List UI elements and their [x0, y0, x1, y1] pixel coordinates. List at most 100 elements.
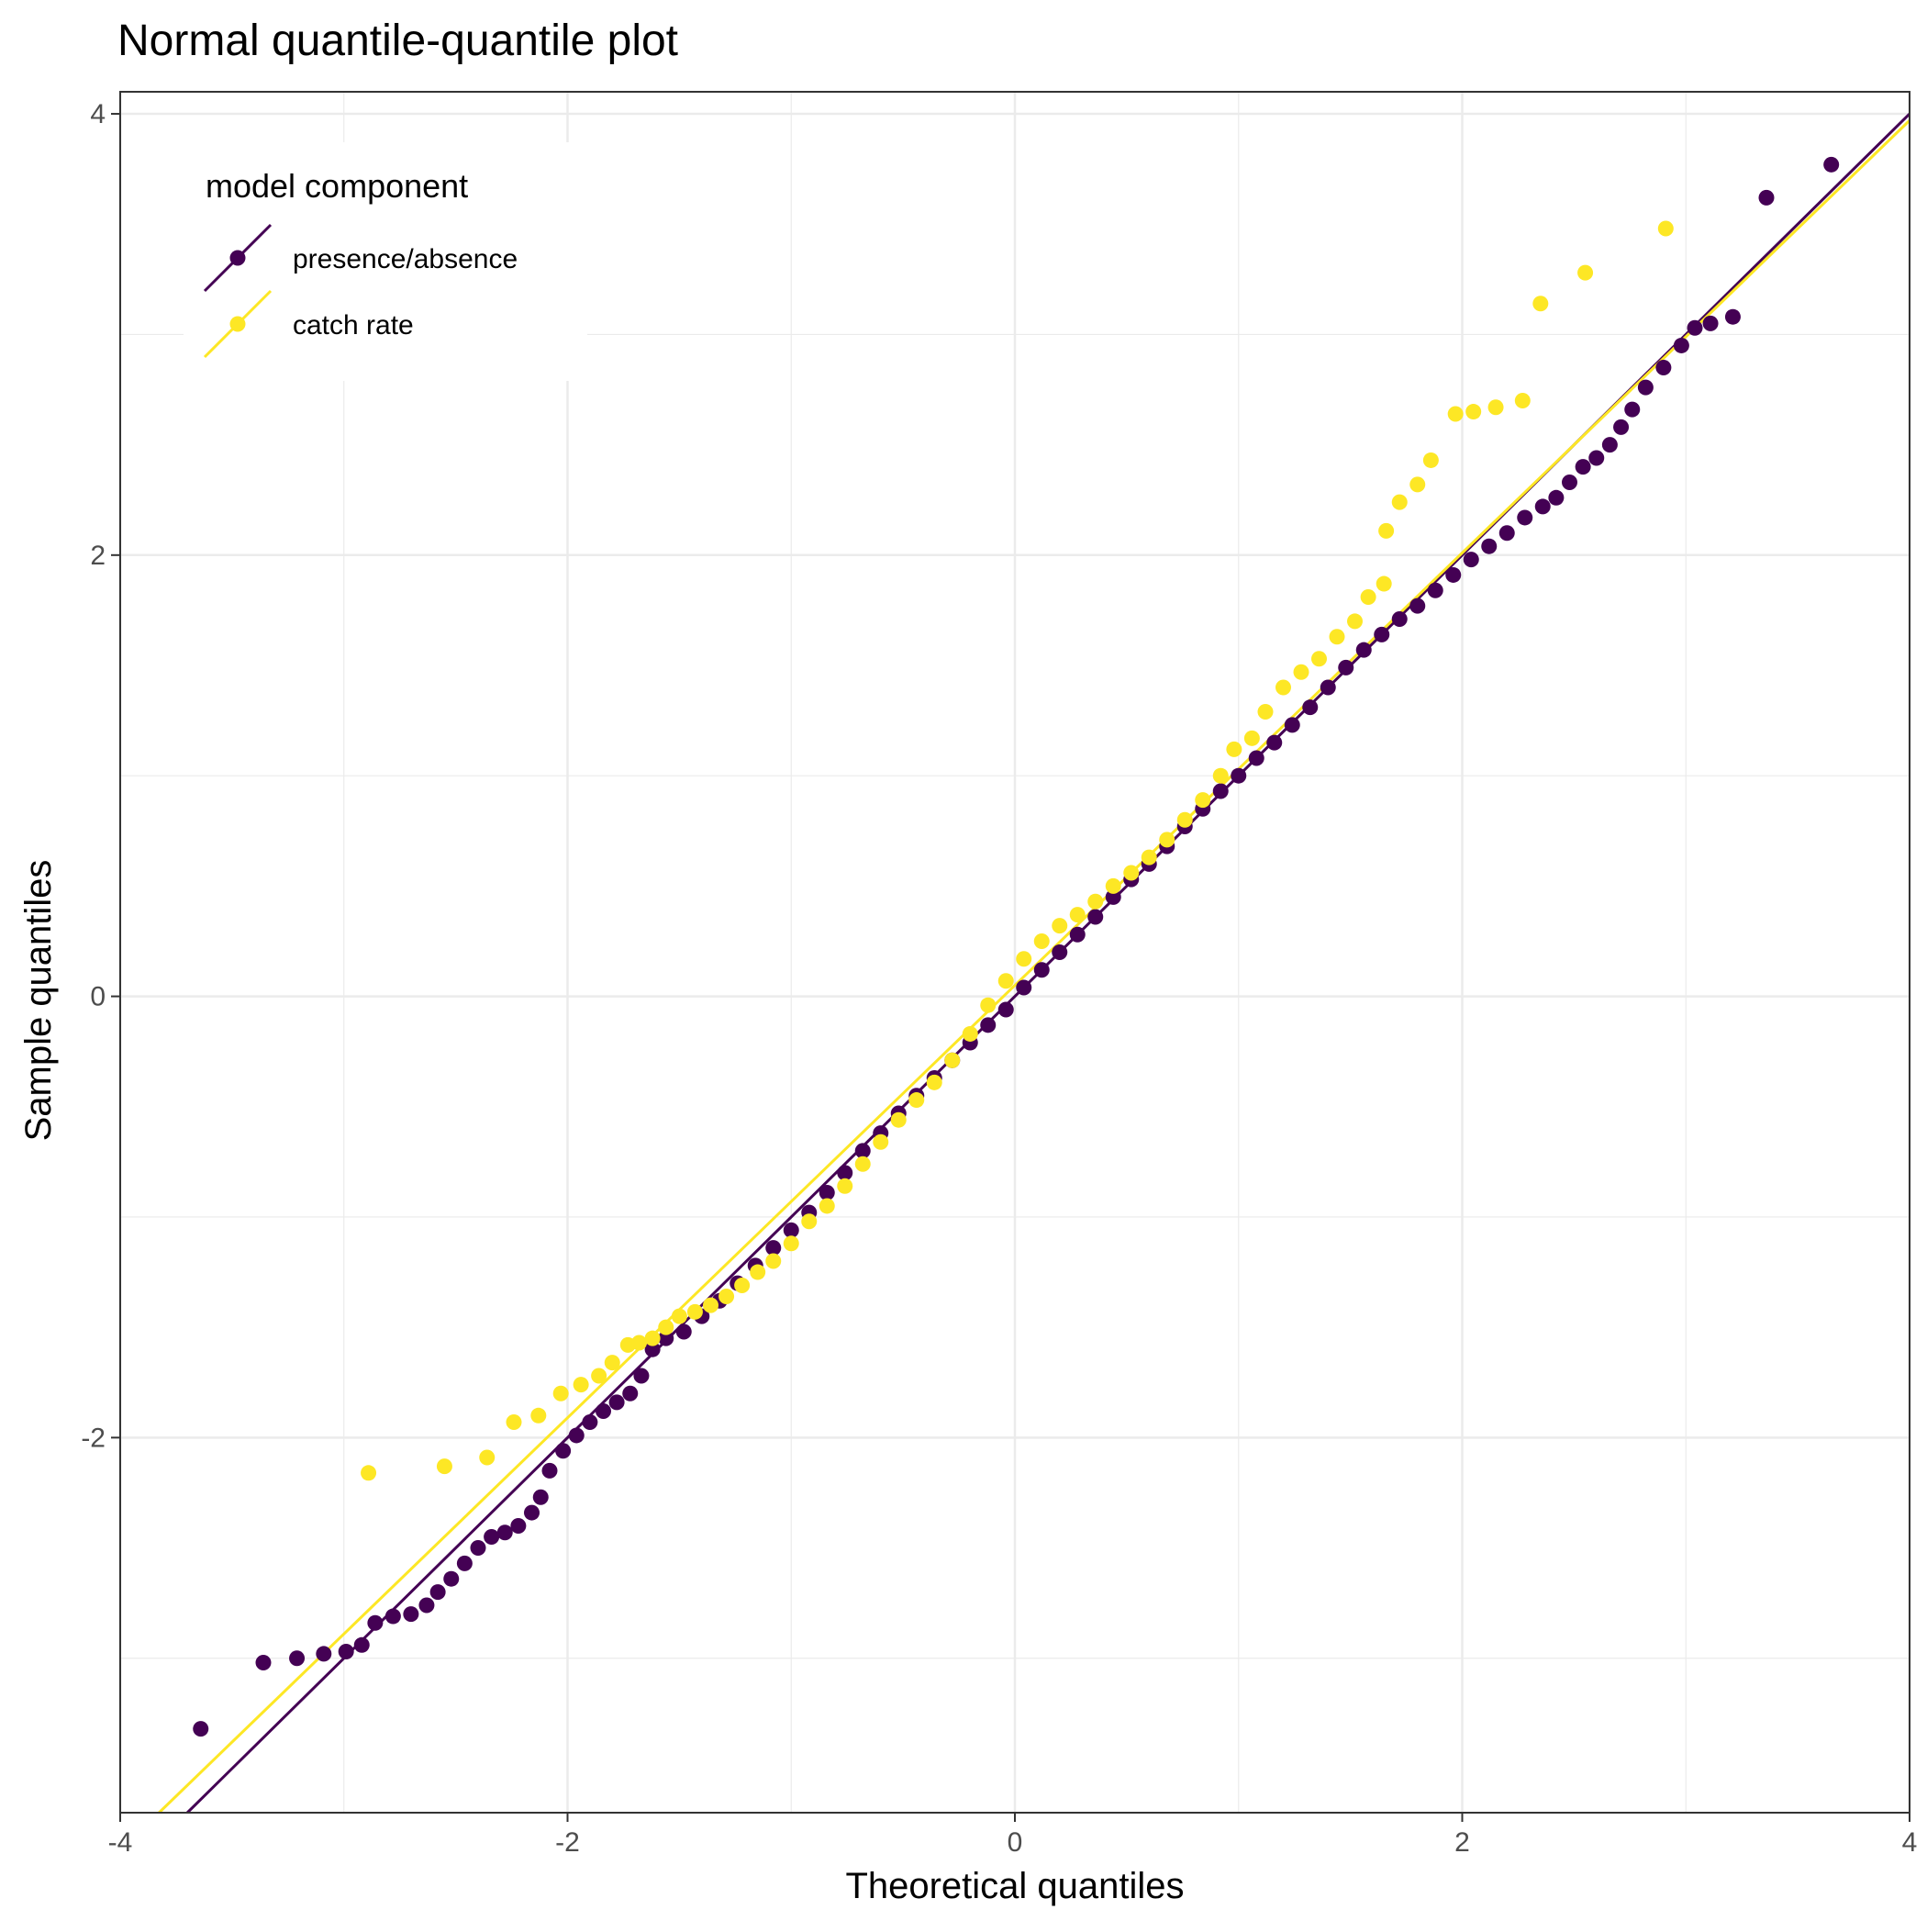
point-presence-absence: [1391, 611, 1408, 628]
point-catch-rate: [591, 1368, 607, 1384]
point-catch-rate: [1378, 522, 1395, 539]
point-catch-rate: [436, 1458, 452, 1475]
point-presence-absence: [1087, 909, 1104, 925]
point-presence-absence: [582, 1414, 598, 1431]
point-presence-absence: [1655, 359, 1672, 375]
x-tick-label: -4: [108, 1827, 133, 1858]
point-catch-rate: [750, 1264, 766, 1280]
point-catch-rate: [1360, 588, 1376, 605]
point-presence-absence: [1374, 626, 1390, 642]
point-presence-absence: [608, 1394, 625, 1411]
point-presence-absence: [1758, 189, 1775, 206]
point-catch-rate: [765, 1253, 782, 1269]
point-catch-rate: [686, 1303, 703, 1320]
point-presence-absence: [596, 1403, 611, 1419]
point-presence-absence: [1338, 659, 1354, 676]
point-catch-rate: [1105, 877, 1121, 894]
point-catch-rate: [361, 1465, 377, 1481]
legend-background: [184, 142, 587, 381]
point-presence-absence: [403, 1606, 419, 1623]
point-presence-absence: [1687, 319, 1703, 336]
point-presence-absence: [1481, 538, 1498, 554]
point-catch-rate: [1052, 918, 1068, 934]
point-presence-absence: [1702, 315, 1719, 331]
point-catch-rate: [908, 1092, 925, 1109]
reference-lines: [158, 112, 1911, 1815]
point-presence-absence: [658, 1330, 674, 1346]
point-catch-rate: [1257, 703, 1274, 720]
point-presence-absence: [484, 1529, 500, 1546]
point-presence-absence: [1052, 944, 1068, 960]
legend-key-point-presence-absence: [229, 250, 246, 266]
point-catch-rate: [1311, 651, 1327, 667]
x-tick-label: 0: [1008, 1827, 1023, 1858]
point-catch-rate: [1409, 476, 1426, 493]
point-presence-absence: [367, 1614, 384, 1631]
point-catch-rate: [1226, 741, 1242, 757]
legend-label-presence-absence: presence/absence: [293, 244, 518, 274]
chart-title: Normal quantile-quantile plot: [117, 17, 678, 65]
legend-label-catch-rate: catch rate: [293, 310, 414, 341]
point-presence-absence: [384, 1608, 401, 1625]
point-presence-absence: [1498, 525, 1515, 542]
data-points: [193, 156, 1840, 1737]
point-catch-rate: [658, 1319, 674, 1335]
point-presence-absence: [532, 1489, 549, 1505]
y-tick-label: -2: [81, 1423, 106, 1453]
point-presence-absence: [765, 1240, 782, 1256]
point-presence-absence: [470, 1540, 486, 1557]
legend-title: model component: [206, 167, 468, 205]
point-catch-rate: [1069, 907, 1086, 923]
point-presence-absence: [1302, 699, 1319, 716]
point-presence-absence: [1409, 597, 1426, 614]
point-presence-absence: [555, 1443, 572, 1459]
point-presence-absence: [1613, 419, 1630, 435]
point-catch-rate: [1514, 393, 1531, 409]
point-presence-absence: [644, 1341, 661, 1357]
y-axis-title: Sample quantiles: [18, 860, 59, 1142]
point-presence-absence: [510, 1518, 527, 1534]
point-catch-rate: [530, 1407, 547, 1424]
point-catch-rate: [1447, 406, 1464, 422]
y-tick-label: 0: [90, 982, 106, 1012]
point-catch-rate: [1487, 399, 1504, 416]
point-catch-rate: [783, 1235, 799, 1252]
point-catch-rate: [1033, 932, 1050, 949]
point-catch-rate: [631, 1335, 647, 1351]
legend-item-catch-rate: catch rate: [203, 289, 414, 359]
point-catch-rate: [997, 973, 1014, 989]
point-presence-absence: [854, 1143, 871, 1159]
point-presence-absence: [568, 1427, 585, 1444]
point-catch-rate: [479, 1449, 496, 1466]
point-presence-absence: [255, 1655, 272, 1671]
point-catch-rate: [1465, 404, 1482, 420]
point-catch-rate: [506, 1414, 522, 1431]
point-presence-absence: [1588, 450, 1605, 466]
point-catch-rate: [1141, 849, 1157, 865]
legend-item-presence-absence: presence/absence: [203, 223, 518, 293]
point-catch-rate: [1657, 220, 1674, 237]
y-tick-label: 4: [90, 99, 106, 129]
point-presence-absence: [1320, 679, 1336, 696]
point-presence-absence: [1231, 767, 1247, 784]
point-catch-rate: [1347, 613, 1363, 630]
point-catch-rate: [703, 1297, 718, 1313]
point-catch-rate: [854, 1156, 871, 1172]
point-presence-absence: [289, 1650, 306, 1667]
point-catch-rate: [1212, 767, 1229, 784]
point-presence-absence: [1284, 717, 1300, 733]
x-axis-ticks: -4 -2 0 2 4: [108, 1813, 1917, 1858]
point-presence-absence: [783, 1222, 799, 1238]
point-catch-rate: [1293, 664, 1309, 680]
point-catch-rate: [1016, 951, 1032, 967]
point-catch-rate: [1176, 811, 1193, 828]
legend-key-point-catch-rate: [229, 316, 246, 332]
point-presence-absence: [1624, 401, 1641, 418]
point-catch-rate: [1087, 893, 1104, 910]
point-presence-absence: [1033, 962, 1050, 978]
point-presence-absence: [837, 1165, 853, 1181]
point-catch-rate: [1532, 296, 1549, 312]
point-presence-absence: [429, 1584, 446, 1601]
point-presence-absence: [675, 1323, 692, 1340]
